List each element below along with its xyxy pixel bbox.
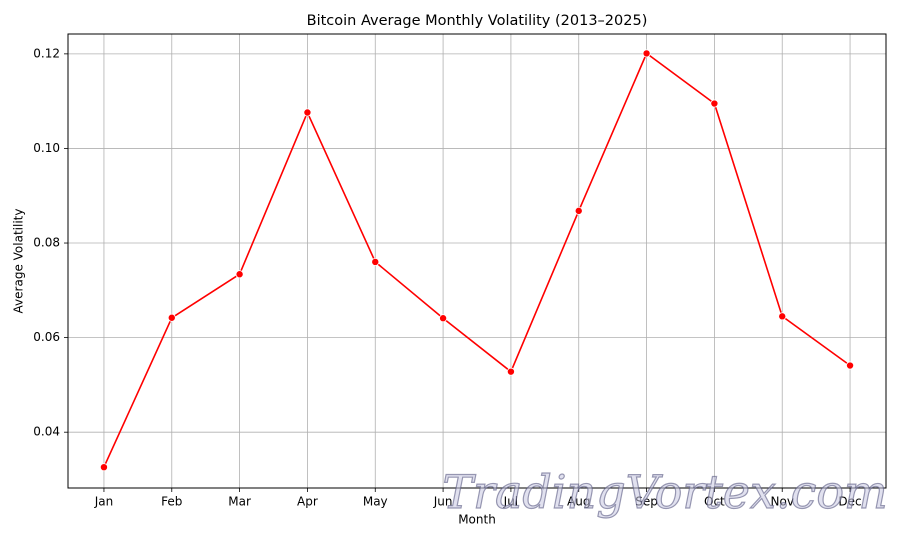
y-axis-label: Average Volatility <box>12 209 26 314</box>
x-tick-label: Feb <box>161 495 182 509</box>
x-axis-label: Month <box>458 513 496 527</box>
y-tick-label: 0.08 <box>33 236 60 250</box>
y-tick-label: 0.04 <box>33 425 60 439</box>
watermark: TradingVortex.com <box>442 465 887 519</box>
x-tick-label: Apr <box>297 495 318 509</box>
data-point <box>303 108 312 117</box>
data-point <box>710 99 719 108</box>
data-point <box>574 206 583 215</box>
x-tick-label: Jun <box>433 495 453 509</box>
data-point <box>235 270 244 279</box>
data-point <box>642 49 651 58</box>
data-point <box>99 463 108 472</box>
data-line <box>103 52 851 468</box>
data-point <box>846 361 855 370</box>
x-tick-label: Nov <box>771 495 794 509</box>
x-tick-label: Aug <box>567 495 590 509</box>
x-tick-label: Mar <box>228 495 251 509</box>
data-point <box>778 312 787 321</box>
y-tick-label: 0.10 <box>33 141 60 155</box>
x-tick-label: Oct <box>704 495 725 509</box>
y-tick-label: 0.06 <box>33 330 60 344</box>
x-tick-label: Jan <box>94 495 114 509</box>
data-point <box>167 313 176 322</box>
x-tick-label: Dec <box>838 495 861 509</box>
y-tick-label: 0.12 <box>33 46 60 60</box>
x-tick-label: Jul <box>503 495 518 509</box>
chart-title: Bitcoin Average Monthly Volatility (2013… <box>307 13 648 29</box>
x-tick-label: Sep <box>635 495 658 509</box>
data-point <box>371 257 380 266</box>
data-point <box>439 314 448 323</box>
x-tick-label: May <box>363 495 388 509</box>
data-point <box>506 367 515 376</box>
plot-frame <box>67 33 887 489</box>
